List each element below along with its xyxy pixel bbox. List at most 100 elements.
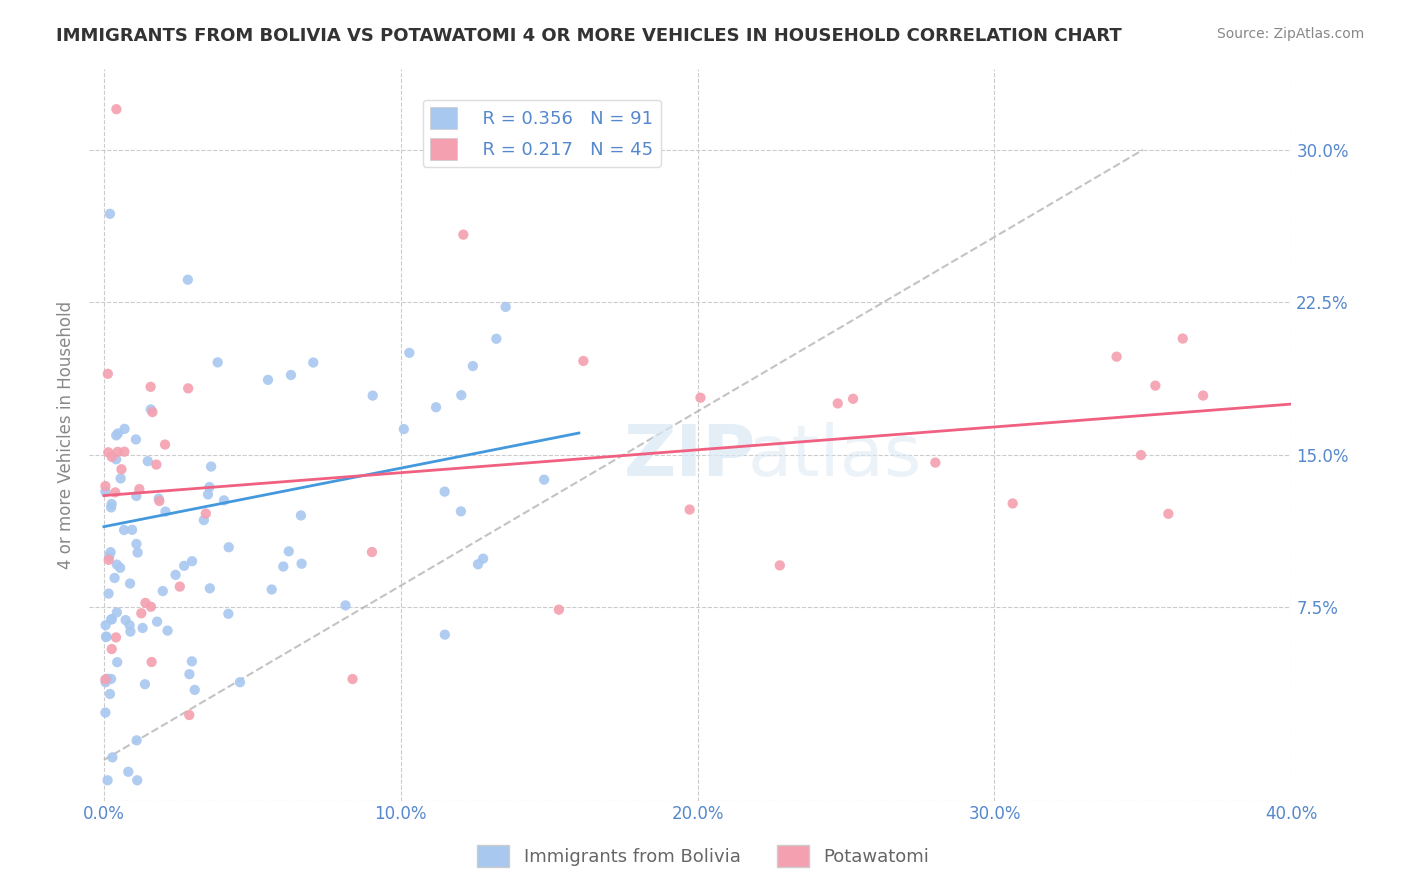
Point [155,505,177,519]
Text: Source: ZipAtlas.com: Source: ZipAtlas.com [1216,27,1364,41]
Point [131,607,153,621]
Point [218,541,240,555]
Point [148,491,170,506]
Point [153,437,176,451]
Point [277,544,299,558]
Point [98,207,121,221]
Point [200,459,222,474]
Point [198,582,221,596]
Point [361,545,384,559]
Text: atlas: atlas [747,422,922,491]
Point [495,300,517,314]
Point [177,273,200,287]
Point [103,571,125,585]
Point [1192,388,1215,402]
Point [100,500,122,515]
Point [94,675,117,690]
Point [335,599,357,613]
Point [118,618,141,632]
Point [100,497,122,511]
Point [110,462,132,476]
Point [107,426,129,441]
Point [127,545,149,559]
Point [924,456,946,470]
Point [392,422,415,436]
Point [180,654,202,668]
Point [461,359,484,373]
Point [97,445,120,459]
Point [101,612,124,626]
Point [1001,496,1024,510]
Point [229,675,252,690]
Point [1105,350,1128,364]
Point [110,471,132,485]
Point [533,473,555,487]
Point [112,523,135,537]
Point [105,102,128,116]
Point [689,391,711,405]
Point [108,561,131,575]
Text: ZIP: ZIP [624,422,756,491]
Point [105,558,128,572]
Point [100,450,122,464]
Point [107,445,129,459]
Point [98,687,121,701]
Point [94,706,117,720]
Point [120,576,142,591]
Point [100,672,122,686]
Point [257,373,280,387]
Point [97,553,120,567]
Point [678,502,700,516]
Point [94,618,117,632]
Point [105,428,128,442]
Point [139,380,162,394]
Point [98,549,121,563]
Point [125,489,148,503]
Point [1130,448,1153,462]
Point [467,558,489,572]
Point [94,484,117,499]
Point [100,613,122,627]
Point [136,454,159,468]
Point [179,667,201,681]
Point [141,405,163,419]
Point [97,773,120,788]
Point [117,764,139,779]
Point [134,677,156,691]
Point [290,508,312,523]
Point [114,613,136,627]
Point [169,580,191,594]
Point [97,367,120,381]
Text: IMMIGRANTS FROM BOLIVIA VS POTAWATOMI 4 OR MORE VEHICLES IN HOUSEHOLD CORRELATIO: IMMIGRANTS FROM BOLIVIA VS POTAWATOMI 4 … [56,27,1122,45]
Point [146,615,169,629]
Point [104,485,127,500]
Point [361,389,384,403]
Point [425,401,447,415]
Point [94,673,117,687]
Point [165,567,187,582]
Point [217,607,239,621]
Point [120,624,142,639]
Point [112,444,135,458]
Point [179,708,201,723]
Point [96,672,118,686]
Legend: Immigrants from Bolivia, Potawatomi: Immigrants from Bolivia, Potawatomi [470,838,936,874]
Point [302,355,325,369]
Y-axis label: 4 or more Vehicles in Household: 4 or more Vehicles in Household [58,301,75,568]
Point [125,433,148,447]
Point [450,388,472,402]
Point [769,558,792,573]
Point [128,482,150,496]
Point [94,479,117,493]
Point [114,422,136,436]
Point [194,507,217,521]
Point [100,642,122,657]
Point [125,537,148,551]
Point [1144,378,1167,392]
Point [212,493,235,508]
Point [173,558,195,573]
Point [134,596,156,610]
Point [260,582,283,597]
Point [472,551,495,566]
Point [127,773,149,788]
